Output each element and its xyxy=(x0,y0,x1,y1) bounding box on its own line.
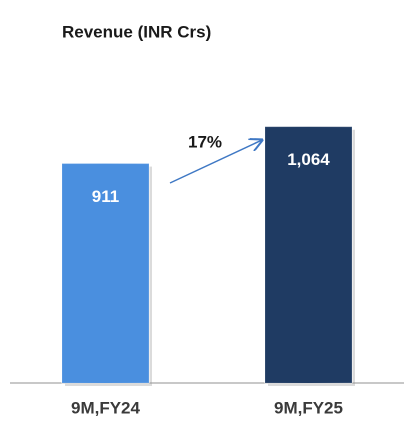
bar-shade xyxy=(265,126,352,384)
x-tick-label: 9M,FY25 xyxy=(274,398,343,417)
x-tick-label: 9M,FY24 xyxy=(71,398,141,417)
data-label: 1,064 xyxy=(287,150,330,169)
bar-shade xyxy=(62,163,149,383)
annotation: 17% xyxy=(188,132,222,151)
growth-arrow xyxy=(169,140,262,184)
chart-title: Revenue (INR Crs) xyxy=(62,22,211,41)
data-label: 911 xyxy=(92,187,119,206)
